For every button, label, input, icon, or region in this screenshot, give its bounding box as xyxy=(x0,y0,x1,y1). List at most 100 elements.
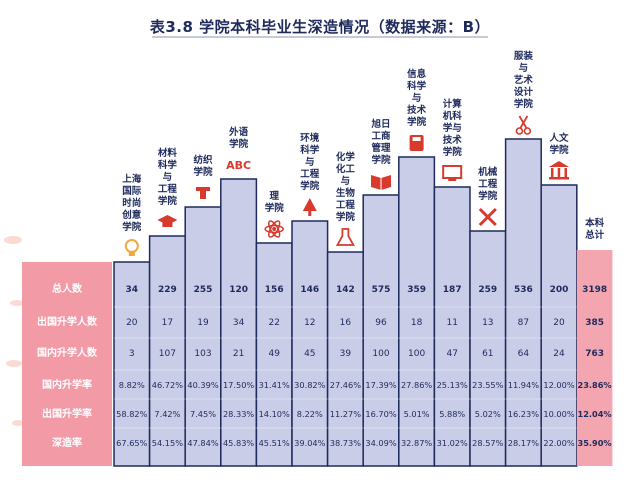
data-value: 13 xyxy=(482,318,493,328)
data-value: 47 xyxy=(446,349,457,359)
college-name-line: 与 xyxy=(305,156,315,168)
college-name-line: 与 xyxy=(163,171,173,183)
college-name-line: 学院 xyxy=(158,195,178,207)
icon-part xyxy=(335,228,355,246)
data-value: 8.22% xyxy=(297,409,323,419)
data-value: 100 xyxy=(408,349,425,359)
college-column-bar xyxy=(220,178,258,467)
data-value: 107 xyxy=(159,349,176,359)
decorative-petal xyxy=(6,360,22,367)
icon-part xyxy=(518,115,528,129)
college-name-line: 管理 xyxy=(371,142,391,154)
college-name-line: 工程 xyxy=(300,168,320,180)
college-name-line: 机科 xyxy=(443,110,463,122)
data-value: 40.39% xyxy=(187,380,218,390)
data-value: 10.00% xyxy=(543,409,574,419)
college-name-line: 与 xyxy=(412,92,422,104)
data-value: 46.72% xyxy=(152,380,183,390)
icon-part xyxy=(128,252,135,256)
data-value: 47.84% xyxy=(187,438,218,448)
book-icon xyxy=(371,175,391,190)
college-name-line: 工程 xyxy=(478,178,498,190)
data-value: 359 xyxy=(407,285,426,295)
college-name-line: 学院 xyxy=(371,154,391,166)
scissors-icon xyxy=(515,115,532,135)
data-value: 54.15% xyxy=(152,438,183,448)
data-value: 103 xyxy=(194,349,211,359)
row-label-column xyxy=(22,262,112,466)
college-name-line: 服装 xyxy=(514,50,534,62)
college-name-line: 环境 xyxy=(300,132,320,144)
data-value: 3 xyxy=(129,349,135,359)
college-column-bar xyxy=(326,251,364,467)
icon-part xyxy=(549,177,569,180)
data-value: 17 xyxy=(162,318,173,328)
college-name-line: 技术 xyxy=(443,134,463,146)
college-name-label: 理学院 xyxy=(265,191,285,214)
college-column-bar xyxy=(398,156,436,467)
icon-part xyxy=(442,165,463,179)
college-column-bar xyxy=(291,220,329,467)
college-column-bar xyxy=(469,230,507,467)
college-name-line: 理 xyxy=(269,191,279,202)
college-name-line: 材料 xyxy=(157,147,178,159)
icon-part xyxy=(302,198,317,211)
data-value: 28.57% xyxy=(472,438,503,448)
college-name-line: 学院 xyxy=(122,221,142,233)
data-value: 31.41% xyxy=(259,380,290,390)
icon-part xyxy=(268,220,281,238)
data-value: 575 xyxy=(372,285,391,295)
icon-part xyxy=(272,227,277,231)
tools-icon xyxy=(478,207,497,227)
college-name-line: 工商 xyxy=(371,130,391,142)
icon-part xyxy=(412,137,421,141)
college-name-line: 计算 xyxy=(443,98,463,110)
data-value: 255 xyxy=(194,285,213,295)
data-value: 7.42% xyxy=(154,409,180,419)
decorative-petal xyxy=(4,236,22,244)
graduation-cap-icon xyxy=(157,215,178,227)
icon-part xyxy=(448,179,457,181)
data-value: 100 xyxy=(372,349,389,359)
icon-part xyxy=(200,191,206,199)
data-value: 259 xyxy=(478,285,497,295)
data-value: 87 xyxy=(518,318,529,328)
icon-part xyxy=(268,220,281,238)
data-value: 24 xyxy=(553,349,565,359)
data-value: 200 xyxy=(550,285,569,295)
college-name-line: 科学 xyxy=(300,144,320,156)
college-name-line: 技术 xyxy=(407,104,427,116)
data-value: 20 xyxy=(126,318,138,328)
row-label: 出国升学人数 xyxy=(37,315,98,328)
data-value: 142 xyxy=(336,285,355,295)
college-name-line: 科学 xyxy=(407,80,427,92)
data-value: 58.82% xyxy=(116,409,147,419)
data-value: 21 xyxy=(233,349,244,359)
data-value: 5.02% xyxy=(475,409,501,419)
college-name-line: 艺术 xyxy=(514,74,534,86)
data-value: 536 xyxy=(514,285,533,295)
data-value: 16.23% xyxy=(508,409,539,419)
college-name-line: 创意 xyxy=(121,209,142,221)
sd-card-icon xyxy=(409,135,424,151)
data-value: 67.65% xyxy=(116,438,147,448)
data-value: 28.33% xyxy=(223,409,254,419)
data-value: 7.45% xyxy=(190,409,216,419)
data-value: 156 xyxy=(265,285,284,295)
college-name-line: 上海 xyxy=(122,173,142,185)
atom-icon xyxy=(264,220,284,238)
college-name-line: 学院 xyxy=(300,180,320,192)
data-value: 20 xyxy=(553,318,565,328)
flask-icon xyxy=(335,228,355,246)
college-column-bar xyxy=(113,261,151,467)
data-value: 30.82% xyxy=(294,380,325,390)
